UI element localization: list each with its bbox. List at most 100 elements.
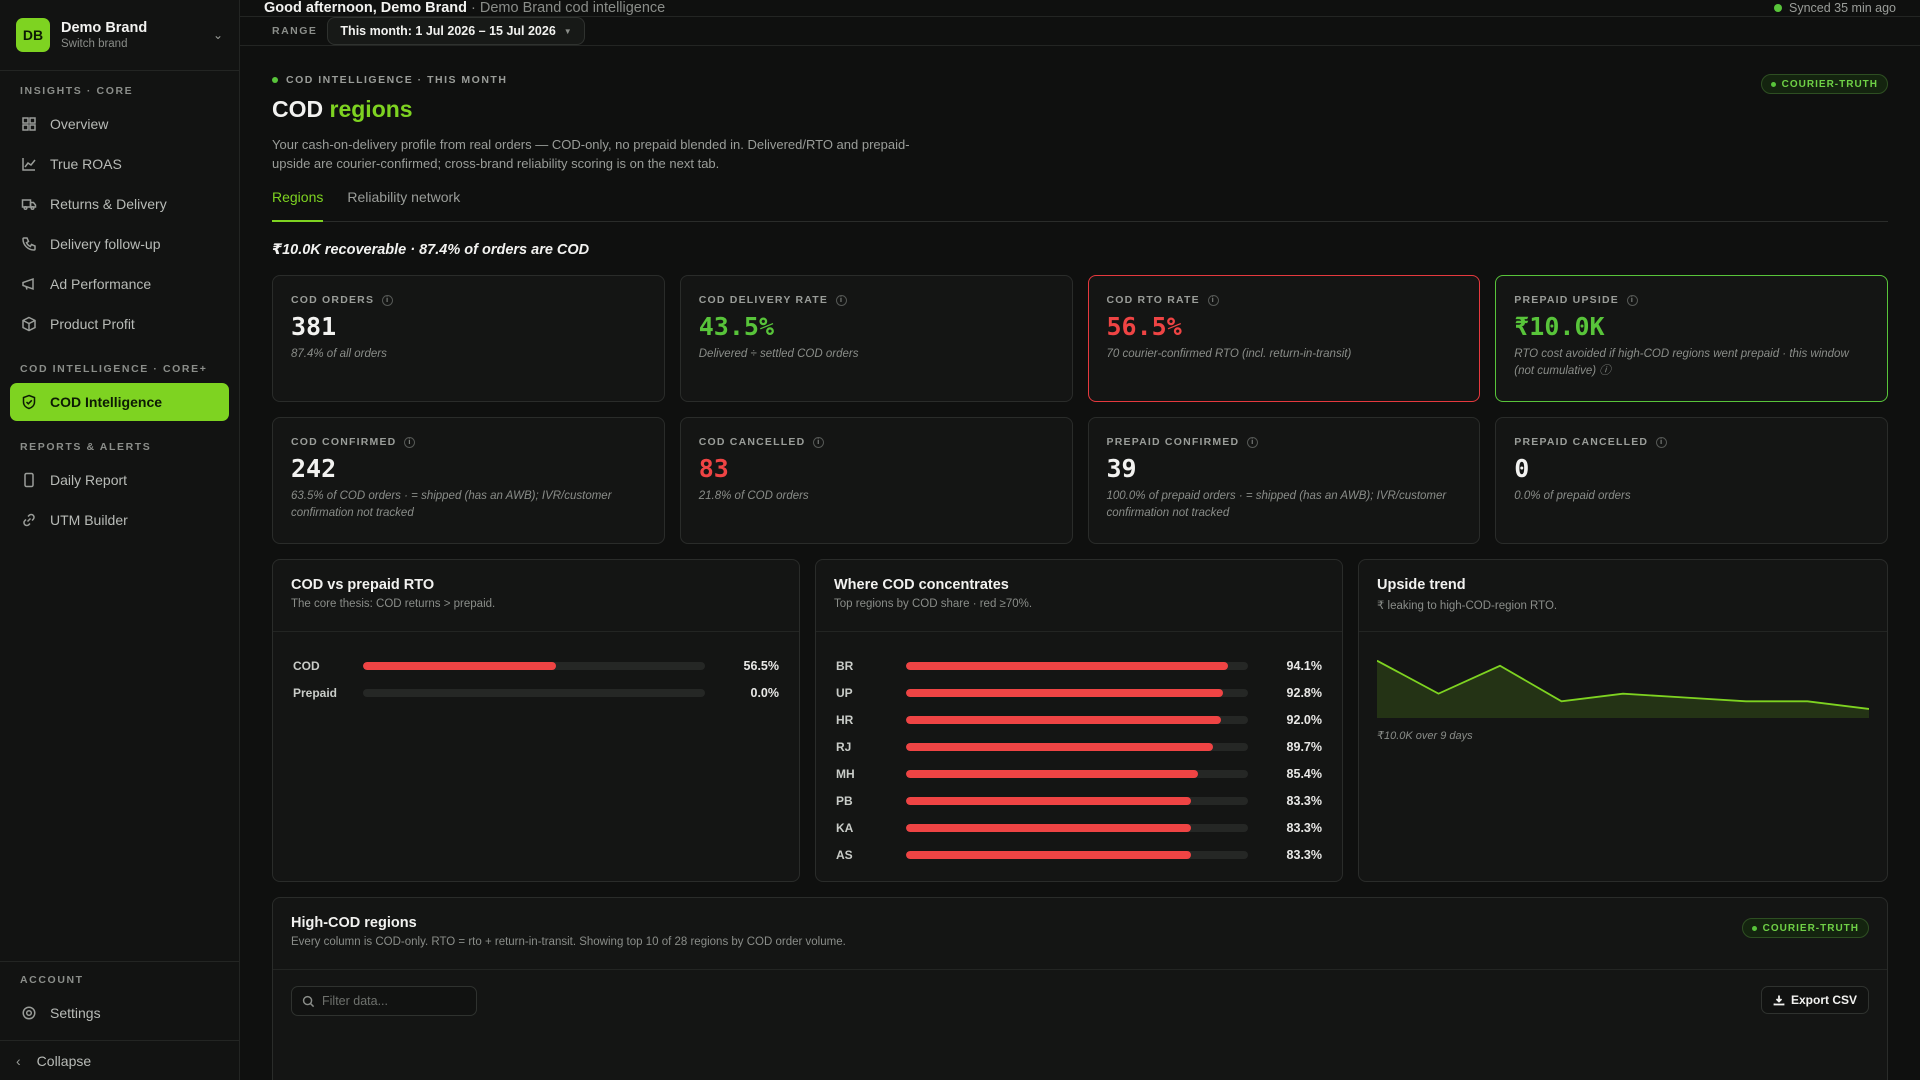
kpi-label: COD RTO RATE [1106, 294, 1200, 306]
info-icon[interactable]: i [1626, 294, 1638, 306]
kpi-value: 0 [1514, 454, 1530, 483]
brand-switcher[interactable]: DB Demo Brand Switch brand ⌄ [0, 0, 239, 71]
info-icon[interactable]: i [404, 436, 416, 448]
info-icon[interactable]: i [1207, 294, 1219, 306]
upside-trend-panel: Upside trend ₹ leaking to high-COD-regio… [1358, 559, 1888, 882]
region-bar-row: MH 85.4% [836, 760, 1322, 787]
trend-caption: ₹10.0K over 9 days [1377, 730, 1473, 742]
date-range-value: This month: 1 Jul 2026 – 15 Jul 2026 [340, 24, 556, 38]
tab-reliability-network[interactable]: Reliability network [347, 189, 461, 205]
megaphone-icon [20, 275, 38, 293]
region-bar-row: KA 83.3% [836, 814, 1322, 841]
chevron-down-icon[interactable]: ⌄ [212, 28, 223, 42]
sidebar-item-label: Returns & Delivery [50, 196, 167, 212]
sidebar-item-cod-intelligence[interactable]: COD Intelligence [10, 383, 229, 421]
kpi-value: ₹10.0K [1514, 312, 1605, 341]
collapse-button[interactable]: ‹ Collapse [0, 1040, 239, 1080]
bar-value: 83.3% [1286, 793, 1322, 808]
account-section: ACCOUNT Settings [0, 961, 239, 1040]
bar-track [906, 661, 1248, 670]
kpi-value: 39 [1106, 454, 1137, 483]
range-bar: RANGE This month: 1 Jul 2026 – 15 Jul 20… [240, 17, 1920, 46]
sidebar-item-settings[interactable]: Settings [10, 994, 229, 1032]
caret-down-icon: ▼ [563, 26, 572, 36]
line-chart-icon [20, 155, 38, 173]
grid-icon [20, 115, 38, 133]
info-icon[interactable]: i [1656, 436, 1668, 448]
kpi-label: PREPAID CONFIRMED [1106, 436, 1240, 448]
search-icon [302, 995, 315, 1007]
bar-track [906, 850, 1248, 859]
sidebar-item-label: Ad Performance [50, 276, 152, 292]
kpi-card-cod-rto-rate: COD RTO RATE i 56.5% 70 courier-confirmed… [1087, 275, 1481, 402]
page-title: COD regions [272, 96, 1888, 123]
package-icon [20, 315, 38, 333]
trend-area [1377, 660, 1869, 718]
kpi-value: 56.5% [1106, 312, 1182, 341]
eyebrow: COD INTELLIGENCE · THIS MONTH [272, 74, 1888, 86]
bar-label: MH [836, 766, 855, 781]
kpi-value: 381 [291, 312, 337, 341]
chevron-left-icon: ‹ [16, 1052, 21, 1069]
bar-value: 83.3% [1286, 847, 1322, 862]
upside-trend-chart [1376, 659, 1870, 718]
tab-regions[interactable]: Regions [272, 189, 324, 222]
sidebar-item-label: Product Profit [50, 316, 135, 332]
sidebar-item-label: UTM Builder [50, 512, 128, 528]
panel-subtitle: The core thesis: COD returns > prepaid. [291, 598, 496, 610]
kpi-card-prepaid-upside: PREPAID UPSIDE i ₹10.0K RTO cost avoided … [1495, 275, 1888, 402]
mobile-icon [20, 471, 38, 489]
collapse-label: Collapse [36, 1052, 92, 1069]
bar-fill [906, 742, 1213, 751]
nav-heading: REPORTS & ALERTS [20, 441, 152, 453]
sync-status-text: Synced 35 min ago [1788, 1, 1896, 15]
kpi-card-prepaid-confirmed: PREPAID CONFIRMED i 39 100.0% of prepaid … [1087, 417, 1481, 544]
date-range-picker[interactable]: This month: 1 Jul 2026 – 15 Jul 2026 ▼ [327, 17, 585, 45]
link-icon [20, 511, 38, 529]
gear-icon [20, 1004, 38, 1022]
sidebar-item-ad-performance[interactable]: Ad Performance [10, 265, 229, 303]
kpi-label: COD CONFIRMED [291, 436, 397, 448]
sidebar-item-delivery-follow-up[interactable]: Delivery follow-up [10, 225, 229, 263]
sidebar-item-utm-builder[interactable]: UTM Builder [10, 501, 229, 539]
bar-value: 0.0% [750, 685, 780, 700]
bar-value: 92.0% [1286, 712, 1322, 727]
sidebar-item-true-roas[interactable]: True ROAS [10, 145, 229, 183]
brand-name: Demo Brand [61, 20, 148, 36]
courier-truth-badge: COURIER-TRUTH [1741, 918, 1869, 938]
bar-label: HR [836, 712, 854, 727]
info-icon[interactable]: i [1247, 436, 1259, 448]
export-csv-button[interactable]: Export CSV [1760, 986, 1869, 1014]
download-icon [1773, 995, 1785, 1006]
bar-fill [906, 769, 1199, 778]
sidebar-item-product-profit[interactable]: Product Profit [10, 305, 229, 343]
info-icon[interactable]: i [382, 294, 394, 306]
panel-subtitle: ₹ leaking to high-COD-region RTO. [1377, 600, 1558, 612]
bar-value: 94.1% [1286, 658, 1322, 673]
nav-section-reports: REPORTS & ALERTS Daily Report UTM Builde… [0, 427, 239, 545]
bar-value: 89.7% [1286, 739, 1322, 754]
kpi-value: 43.5% [698, 312, 775, 341]
filter-box [291, 986, 477, 1016]
filter-input[interactable] [322, 994, 462, 1008]
nav-heading: INSIGHTS · CORE [20, 85, 134, 97]
eyebrow-dot-icon [272, 77, 278, 83]
kpi-sub: Delivered ÷ settled COD orders [698, 348, 859, 360]
sidebar-item-returns-delivery[interactable]: Returns & Delivery [10, 185, 229, 223]
info-icon[interactable]: i [836, 294, 848, 306]
page-body: COD INTELLIGENCE · THIS MONTH COURIER-TR… [240, 46, 1920, 1080]
range-label: RANGE [272, 25, 318, 37]
nav-section-insights: INSIGHTS · CORE Overview True ROAS Retur… [0, 71, 239, 349]
sidebar-item-daily-report[interactable]: Daily Report [10, 461, 229, 499]
info-icon[interactable]: i [813, 436, 825, 448]
badge-text: COURIER-TRUTH [1762, 922, 1859, 934]
sidebar-item-label: True ROAS [50, 156, 122, 172]
sidebar-item-overview[interactable]: Overview [10, 105, 229, 143]
shield-check-icon [20, 393, 38, 411]
summary-line: ₹10.0K recoverable · 87.4% of orders are… [272, 242, 590, 258]
kpi-sub: 0.0% of prepaid orders [1514, 490, 1631, 502]
status-dot-icon [1773, 4, 1782, 12]
phone-icon [20, 235, 38, 253]
region-bar-row: PB 83.3% [836, 787, 1322, 814]
kpi-sub: 87.4% of all orders [291, 348, 387, 360]
